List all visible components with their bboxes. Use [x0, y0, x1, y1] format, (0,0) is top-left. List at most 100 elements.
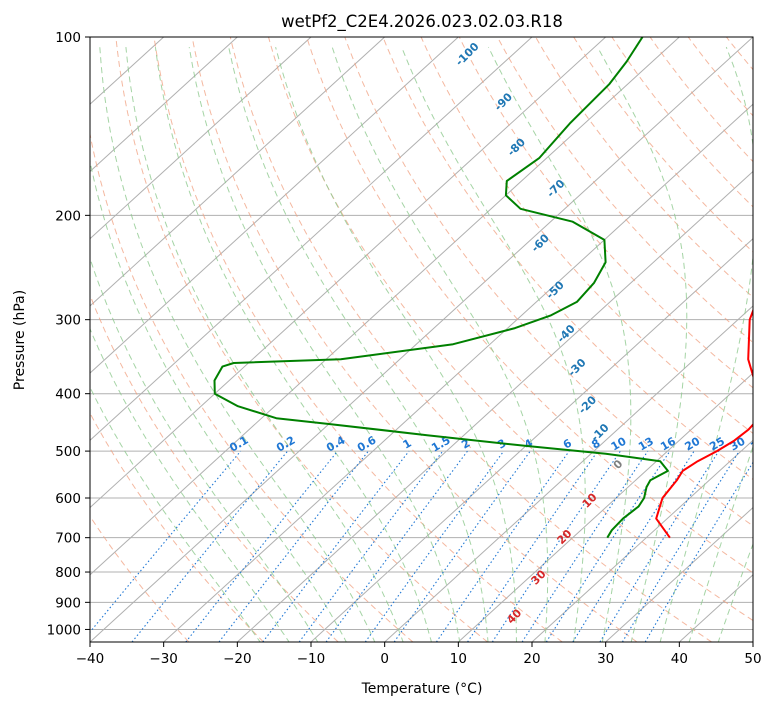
- moist-adiabat-line: [275, 46, 517, 642]
- dry-adiabat-line: [229, 37, 712, 642]
- x-tick-label: 30: [597, 651, 614, 667]
- dry-adiabat-line: [765, 37, 775, 642]
- moist-adiabat-line: [401, 46, 586, 642]
- temperature-trace: [655, 308, 753, 539]
- dry-adiabat-line: [573, 37, 753, 253]
- moist-adiabat-line: [90, 386, 261, 642]
- isotherm-line: [457, 372, 753, 642]
- mixing-ratio-line: [572, 450, 695, 642]
- dry-adiabat-line: [268, 37, 753, 622]
- moist-adiabat-line: [331, 46, 549, 642]
- x-tick-label: −40: [76, 651, 105, 667]
- y-axis-title: Pressure (hPa): [12, 290, 28, 390]
- dry-adiabat-line: [191, 37, 638, 642]
- isotherm-line: [531, 439, 753, 642]
- y-tick-label: 600: [55, 491, 81, 507]
- dry-adiabat-line: [153, 37, 563, 642]
- moist-adiabat-line: [659, 46, 753, 642]
- isotherm-line: [90, 37, 533, 442]
- moist-adiabat-line: [90, 327, 290, 642]
- isotherm-line: [384, 305, 753, 642]
- moist-adiabat-label: 20: [554, 527, 574, 547]
- mixing-ratio-line: [90, 450, 242, 633]
- axis-layer: −40 −30 −20 −10 0 10 20 30 40 5010020030040050060…: [47, 30, 762, 667]
- x-tick-label: 0: [380, 651, 389, 667]
- isotherm-line: [605, 506, 753, 642]
- isotherm-line: [163, 103, 753, 642]
- chart-title: wetPf2_C2E4.2026.023.02.03.R18: [281, 12, 563, 32]
- dry-adiabat-line: [90, 412, 264, 642]
- dry-adiabat-line: [90, 131, 414, 642]
- dry-adiabat-line: [382, 37, 753, 481]
- dry-adiabat-line: [420, 37, 753, 435]
- x-tick-label: −20: [223, 651, 252, 667]
- moist-adiabat-line: [154, 47, 432, 642]
- mixing-ratio-line: [218, 450, 369, 642]
- mixing-ratio-line: [393, 450, 531, 642]
- dewpoint-trace: [213, 37, 669, 539]
- dry-adiabat-line: [726, 37, 753, 71]
- moist-adiabat-line: [99, 47, 376, 642]
- mixing-ratio-line: [185, 450, 339, 642]
- y-tick-label: 700: [55, 531, 81, 547]
- mixing-ratio-label: 36: [748, 434, 768, 453]
- y-tick-label: 900: [55, 595, 81, 611]
- dry-adiabat-line: [611, 37, 753, 208]
- moist-adiabat-label: -30: [565, 356, 588, 379]
- isotherm-line: [90, 37, 680, 576]
- moist-adiabat-label: 40: [504, 606, 524, 626]
- mixing-ratio-line: [621, 450, 740, 642]
- moist-adiabat-label: 0: [611, 457, 626, 472]
- y-tick-label: 1000: [47, 622, 81, 638]
- y-tick-label: 800: [55, 565, 81, 581]
- mixing-ratio-line: [467, 450, 599, 642]
- dry-adiabat-line: [535, 37, 753, 298]
- moist-adiabat-label: -100: [453, 40, 482, 69]
- trace-layer: [213, 37, 753, 539]
- x-axis-title: Temperature (°C): [361, 681, 483, 697]
- moist-adiabat-line: [688, 445, 753, 642]
- moist-adiabat-line: [228, 46, 489, 642]
- moist-adiabat-label: -80: [505, 135, 528, 158]
- isotherm-line: [90, 37, 238, 173]
- y-tick-label: 100: [55, 30, 81, 46]
- moist-adiabat-line: [717, 542, 753, 642]
- moist-adiabat-label: -60: [529, 231, 552, 254]
- plot-frame: [89, 36, 754, 643]
- x-tick-label: 20: [523, 651, 540, 667]
- dry-adiabat-line: [344, 37, 753, 527]
- dry-adiabat-line: [458, 37, 753, 389]
- dry-adiabat-line: [115, 37, 488, 642]
- moist-adiabat-label: -50: [544, 278, 567, 301]
- moist-adiabat-line: [487, 46, 632, 642]
- x-tick-label: 10: [450, 651, 467, 667]
- moist-adiabat-line: [125, 47, 404, 642]
- moist-adiabat-label: -90: [492, 90, 515, 113]
- y-tick-label: 400: [55, 387, 81, 403]
- moist-adiabat-label: 30: [529, 567, 549, 587]
- x-tick-label: −30: [149, 651, 178, 667]
- isotherm-line: [236, 170, 753, 642]
- x-tick-label: 50: [744, 651, 761, 667]
- dry-adiabat-line: [687, 37, 753, 117]
- y-tick-label: 500: [55, 444, 81, 460]
- mixing-ratio-label: 1: [401, 437, 414, 452]
- isotherm-line: [310, 237, 753, 642]
- moist-adiabat-line: [90, 256, 319, 642]
- x-tick-label: −10: [297, 651, 326, 667]
- moist-adiabat-line: [597, 46, 688, 642]
- isotherm-line: [90, 37, 386, 307]
- y-tick-label: 200: [55, 208, 81, 224]
- isotherm-line: [90, 37, 459, 374]
- dry-adiabat-line: [306, 37, 753, 574]
- dry-adiabat-line: [649, 37, 753, 163]
- isotherm-line: [90, 37, 753, 642]
- dry-adiabat-line: [496, 37, 753, 344]
- mixing-ratio-line: [435, 450, 570, 642]
- isotherm-line: [90, 37, 312, 240]
- mixing-ratio-line: [364, 450, 505, 642]
- isotherm-line: [752, 641, 753, 642]
- mixing-ratio-line: [131, 450, 289, 642]
- mixing-ratio-line: [644, 461, 753, 642]
